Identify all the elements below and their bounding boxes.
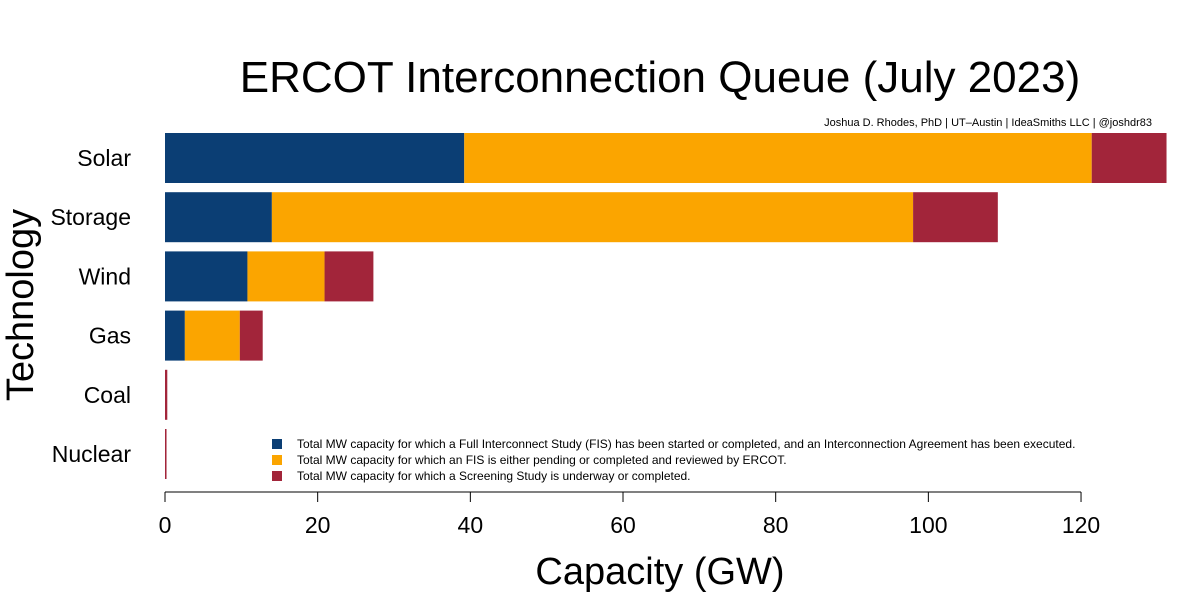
category-label: Nuclear [52,441,132,467]
x-tick-label: 60 [610,512,636,538]
bars [165,133,1167,479]
category-label: Wind [79,263,131,289]
legend-label: Total MW capacity for which a Screening … [297,469,691,483]
legend-swatch [272,471,282,481]
x-axis: 0 20 40 60 80 100 120 [159,491,1100,538]
category-label: Solar [77,145,131,171]
bar-solar-series-2 [464,133,1092,183]
legend-label: Total MW capacity for which a Full Inter… [297,437,1075,451]
bar-wind-series-2 [247,251,325,302]
bar-solar-series-1 [165,133,465,183]
bar-solar-series-3 [1091,133,1167,183]
legend: Total MW capacity for which a Full Inter… [272,437,1075,483]
bar-wind-series-3 [324,251,374,302]
x-tick-label: 120 [1062,512,1100,538]
category-labels: Solar Storage Wind Gas Coal Nuclear [50,145,131,467]
category-label: Gas [89,323,131,349]
chart-credit: Joshua D. Rhodes, PhD | UT–Austin | Idea… [824,117,1152,129]
x-tick-label: 100 [909,512,947,538]
category-label: Coal [84,382,131,408]
category-label: Storage [50,204,131,230]
legend-label: Total MW capacity for which an FIS is ei… [297,453,787,467]
bar-storage-series-1 [165,192,272,243]
bar-coal-series-3 [165,369,168,420]
y-axis-title: Technology [0,209,42,401]
bar-nuclear-series-3 [165,429,167,479]
x-axis-title: Capacity (GW) [535,551,784,593]
bar-storage-series-3 [913,192,998,243]
x-tick-label: 0 [159,512,172,538]
chart-title: ERCOT Interconnection Queue (July 2023) [240,53,1081,102]
x-tick-label: 80 [763,512,789,538]
legend-swatch [272,455,282,465]
x-tick-label: 40 [458,512,484,538]
x-tick-label: 20 [305,512,331,538]
bar-gas-series-3 [239,310,263,361]
legend-swatch [272,439,282,449]
bar-wind-series-1 [165,251,248,302]
bar-storage-series-2 [271,192,914,243]
bar-gas-series-2 [184,310,240,361]
bar-gas-series-1 [165,310,185,361]
